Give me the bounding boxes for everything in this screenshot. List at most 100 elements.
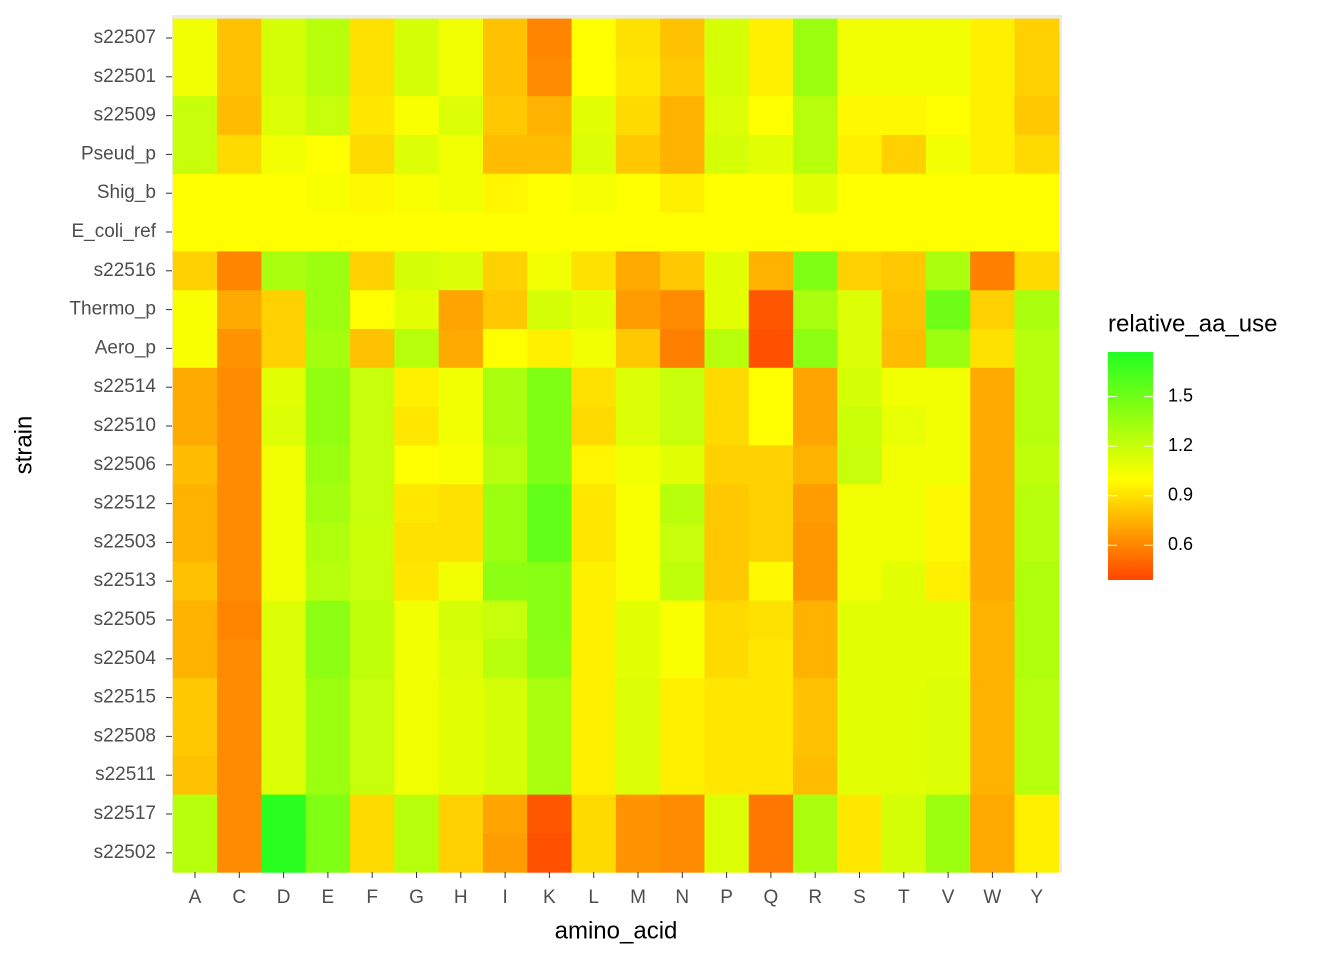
tile — [482, 678, 528, 718]
tile — [793, 755, 838, 796]
tile — [305, 96, 351, 136]
tile — [172, 600, 218, 640]
x-axis-title: amino_acid — [555, 917, 678, 944]
x-tick-label: Y — [1030, 887, 1043, 908]
tile — [748, 290, 794, 330]
tile — [660, 96, 705, 136]
tile — [837, 406, 883, 446]
tile — [261, 717, 307, 757]
legend-tick-label: 1.2 — [1168, 435, 1193, 455]
tile — [394, 367, 440, 408]
tile — [881, 600, 927, 640]
tile — [925, 329, 971, 369]
tile — [438, 406, 484, 446]
tile — [970, 173, 1016, 214]
tile — [172, 484, 218, 524]
tile — [748, 251, 794, 291]
tile — [482, 329, 528, 369]
tile — [660, 57, 705, 97]
tile — [350, 290, 395, 330]
tile — [172, 561, 218, 602]
legend-colorbar — [1108, 352, 1153, 580]
tile — [615, 367, 661, 408]
tile — [527, 96, 573, 136]
tile — [925, 717, 971, 757]
tile — [571, 755, 617, 796]
tile — [394, 561, 440, 602]
tile — [438, 561, 484, 602]
x-tick-label: G — [409, 887, 424, 908]
tile — [748, 18, 794, 58]
tile — [970, 639, 1016, 679]
tile — [1014, 57, 1060, 97]
tile — [571, 523, 617, 563]
tile — [837, 678, 883, 718]
tile — [571, 135, 617, 175]
tile — [970, 678, 1016, 718]
tile — [350, 96, 395, 136]
tile — [172, 717, 218, 757]
tile — [217, 445, 262, 485]
tile — [925, 523, 971, 563]
tile — [394, 96, 440, 136]
tile — [571, 678, 617, 718]
tile — [748, 833, 794, 873]
tile — [660, 639, 705, 679]
tile — [748, 212, 794, 252]
tile — [1014, 367, 1060, 408]
tile — [438, 833, 484, 873]
tile — [881, 290, 927, 330]
tile — [970, 329, 1016, 369]
tile — [394, 600, 440, 640]
tile — [925, 96, 971, 136]
tile — [925, 290, 971, 330]
tile — [748, 639, 794, 679]
tile — [704, 600, 750, 640]
tile — [793, 639, 838, 679]
tile — [261, 484, 307, 524]
tile — [438, 212, 484, 252]
tile — [217, 678, 262, 718]
tile — [660, 18, 705, 58]
tile — [571, 406, 617, 446]
tile — [925, 833, 971, 873]
y-tick-label: s22509 — [94, 105, 156, 126]
tile — [394, 406, 440, 446]
tile — [394, 135, 440, 175]
tile — [704, 755, 750, 796]
tile — [217, 367, 262, 408]
tile — [704, 639, 750, 679]
tile — [172, 367, 218, 408]
y-tick-label: s22511 — [95, 764, 156, 785]
tile — [217, 406, 262, 446]
tile — [305, 212, 351, 252]
tile — [571, 212, 617, 252]
tile — [350, 717, 395, 757]
tile — [438, 135, 484, 175]
y-tick-label: s22503 — [94, 531, 156, 552]
tile — [837, 173, 883, 214]
tile — [1014, 717, 1060, 757]
legend-tick-label: 0.6 — [1168, 534, 1193, 554]
tile — [482, 96, 528, 136]
tile — [748, 329, 794, 369]
tile — [172, 290, 218, 330]
tile — [527, 367, 573, 408]
tile — [527, 135, 573, 175]
tile — [571, 717, 617, 757]
tile — [881, 678, 927, 718]
tile — [881, 833, 927, 873]
tile — [793, 290, 838, 330]
tile — [261, 794, 307, 834]
tile — [527, 329, 573, 369]
tile — [970, 755, 1016, 796]
tile — [350, 600, 395, 640]
tile — [350, 135, 395, 175]
x-tick-label: A — [189, 887, 202, 908]
y-tick-label: Shig_b — [97, 182, 156, 203]
tile — [660, 173, 705, 214]
tile — [172, 406, 218, 446]
tile — [172, 135, 218, 175]
tile — [438, 717, 484, 757]
tile — [482, 717, 528, 757]
